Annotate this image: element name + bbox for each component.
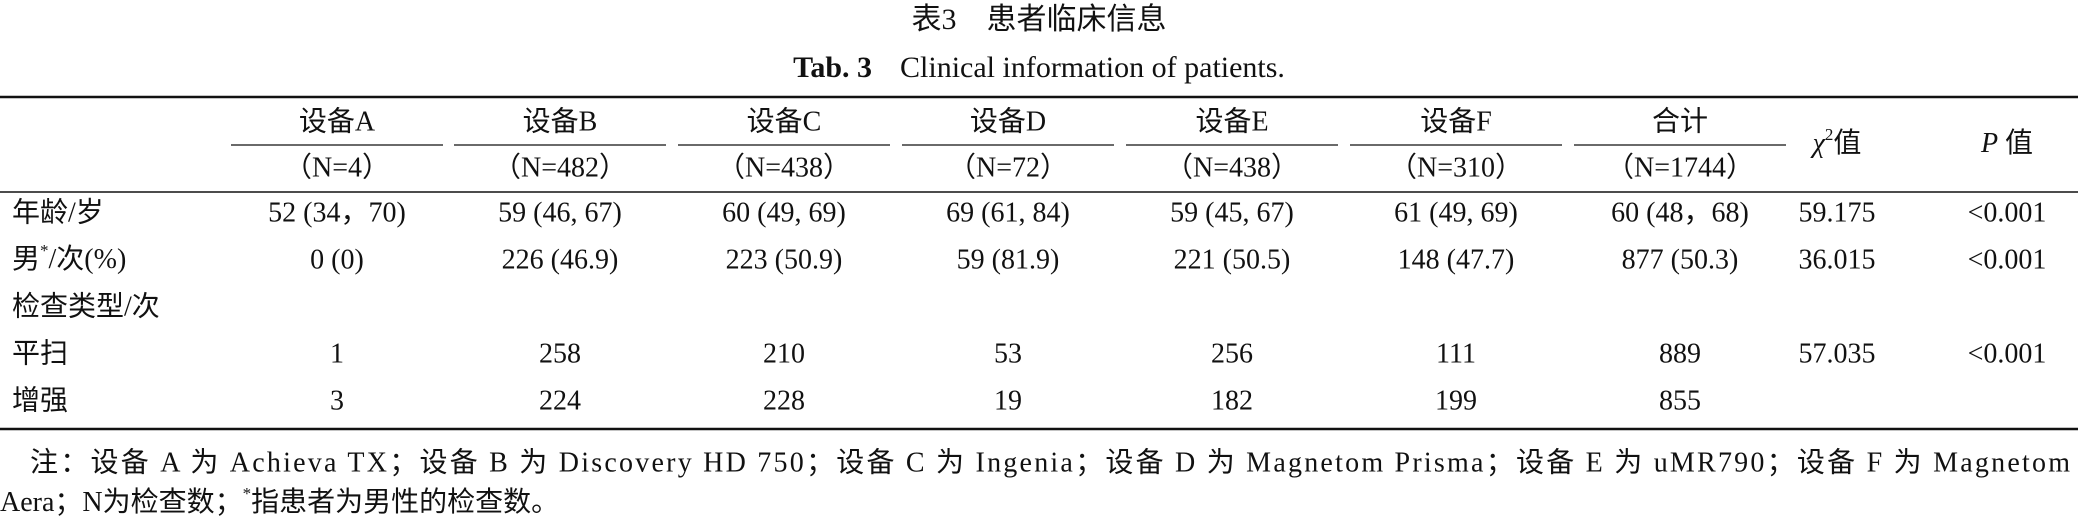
cell: 111: [1436, 338, 1476, 369]
group-name: 合计: [1652, 105, 1708, 137]
group-name: 设备B: [523, 105, 598, 137]
cell: <0.001: [1968, 338, 2047, 369]
group-n: （N=4）: [284, 151, 390, 183]
cell: 224: [539, 385, 581, 416]
note-line-1: 注：设备 A 为 Achieva TX；设备 B 为 Discovery HD …: [30, 446, 2070, 478]
cell: 36.015: [1799, 244, 1876, 275]
note-pre: Aera；N为检查数；: [0, 486, 243, 518]
row-label-text: 男: [12, 244, 40, 275]
cell: <0.001: [1968, 197, 2047, 228]
row-label: 男*/次(%): [12, 241, 126, 276]
cell: 53: [994, 338, 1022, 369]
cell: 61 (49, 69): [1394, 197, 1518, 228]
chi-symbol: χ: [1810, 128, 1826, 159]
cell: 19: [994, 385, 1022, 416]
group-n: （N=310）: [1389, 151, 1523, 183]
row-label: 年龄/岁: [12, 196, 104, 228]
cell: 59 (46, 67): [498, 197, 622, 228]
cell: 210: [763, 338, 805, 369]
cell: 855: [1659, 385, 1701, 416]
cell: 59 (45, 67): [1170, 197, 1294, 228]
chi-sup: 2: [1825, 125, 1834, 144]
cell: 69 (61, 84): [946, 197, 1070, 228]
row-label-rest: /次(%): [49, 243, 127, 275]
chi2-header: χ2值: [1810, 125, 1862, 160]
cell: 57.035: [1799, 338, 1876, 369]
cell: 889: [1659, 338, 1701, 369]
cell: 223 (50.9): [726, 244, 843, 275]
group-n: （N=438）: [717, 151, 851, 183]
cell: 199: [1435, 385, 1477, 416]
cell: 258: [539, 338, 581, 369]
cell: 228: [763, 385, 805, 416]
row-label-sup: *: [40, 241, 49, 260]
row-label: 增强: [12, 384, 68, 416]
subtitle-label: Tab. 3: [793, 51, 872, 84]
cell: 877 (50.3): [1622, 244, 1739, 275]
cell: 60 (48，68): [1611, 197, 1749, 228]
subtitle-text: Clinical information of patients.: [900, 51, 1285, 84]
cell: 221 (50.5): [1174, 244, 1291, 275]
group-name: 设备C: [747, 105, 822, 137]
table-subtitle: Tab. 3 Clinical information of patients.: [793, 51, 1285, 84]
cell: 148 (47.7): [1398, 244, 1515, 275]
cell: 59 (81.9): [957, 244, 1060, 275]
group-n: （N=1744）: [1606, 151, 1754, 183]
cell: 182: [1211, 385, 1253, 416]
cell: 3: [330, 385, 344, 416]
group-name: 设备D: [970, 105, 1046, 137]
note-post: 指患者为男性的检查数。: [251, 486, 559, 518]
group-name: 设备A: [299, 105, 376, 137]
p-symbol: P: [1980, 128, 1998, 159]
group-n: （N=482）: [493, 151, 627, 183]
group-name: 设备F: [1420, 105, 1492, 137]
cell: <0.001: [1968, 244, 2047, 275]
note-line-2: Aera；N为检查数；*指患者为男性的检查数。: [0, 484, 559, 519]
cell: 226 (46.9): [502, 244, 619, 275]
group-n: （N=438）: [1165, 151, 1299, 183]
cell: 1: [330, 338, 344, 369]
chi-suffix: 值: [1833, 127, 1861, 159]
row-label: 检查类型/次: [12, 290, 160, 322]
cell: 0 (0): [310, 244, 364, 275]
p-suffix: 值: [1998, 127, 2033, 159]
cell: 256: [1211, 338, 1253, 369]
table-title: 表3 患者临床信息: [912, 3, 1167, 36]
group-n: （N=72）: [948, 151, 1068, 183]
cell: 60 (49, 69): [722, 197, 846, 228]
note-sup: *: [243, 484, 252, 503]
cell: 52 (34，70): [268, 197, 406, 228]
p-header: P 值: [1980, 127, 2033, 159]
cell: 59.175: [1799, 197, 1876, 228]
row-label: 平扫: [12, 337, 68, 369]
group-name: 设备E: [1195, 105, 1268, 137]
